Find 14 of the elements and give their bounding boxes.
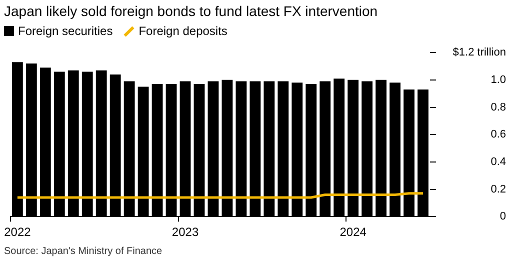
y-tick-label: 1.0 bbox=[490, 74, 506, 86]
source-note: Source: Japan's Ministry of Finance bbox=[4, 246, 162, 257]
y-tick-label: $1.2 trillion bbox=[452, 46, 506, 59]
x-tick-label: 2022 bbox=[4, 225, 32, 240]
chart-title: Japan likely sold foreign bonds to fund latest FX intervention bbox=[4, 3, 378, 19]
y-tick-label: 0.4 bbox=[490, 156, 506, 168]
y-tick-label: 0.8 bbox=[490, 101, 506, 114]
legend-label: Foreign deposits bbox=[138, 24, 228, 38]
y-tick-label: 0 bbox=[500, 210, 506, 223]
y-tick-label: 0.6 bbox=[490, 128, 506, 141]
x-tick-label: 2024 bbox=[340, 225, 367, 240]
y-tick-label: 0.2 bbox=[490, 183, 506, 196]
x-tick-label: 2023 bbox=[172, 225, 199, 240]
legend-label: Foreign securities bbox=[18, 24, 113, 38]
